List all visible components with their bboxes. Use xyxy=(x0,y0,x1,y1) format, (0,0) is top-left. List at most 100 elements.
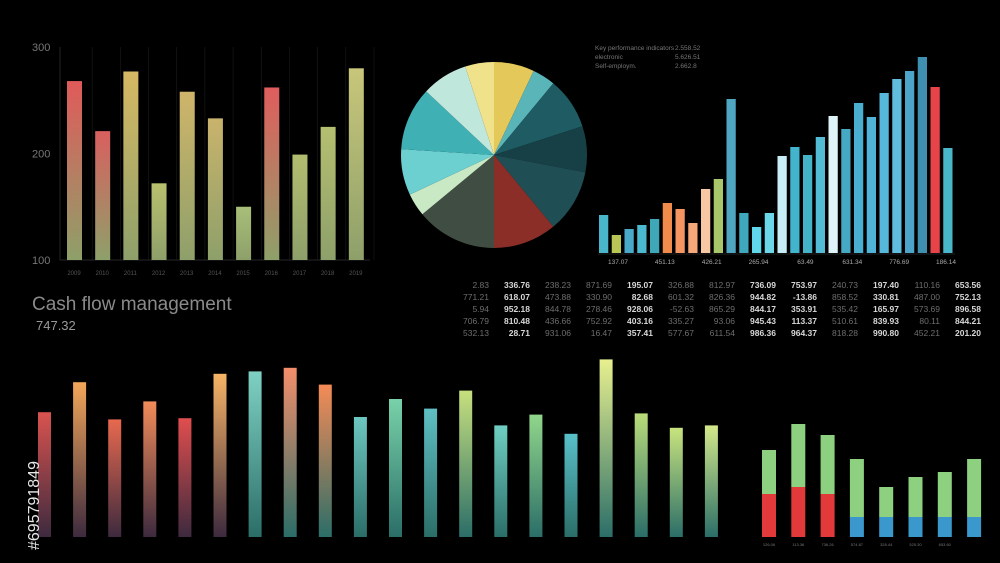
table-cell: 990.80 xyxy=(873,328,899,338)
table-cell: 573.69 xyxy=(914,304,940,314)
bar xyxy=(143,401,157,537)
x-tick-label: 451.13 xyxy=(655,259,675,266)
x-tick-label: 328.44 xyxy=(880,542,893,547)
bar xyxy=(675,209,685,253)
table-cell: 2.83 xyxy=(472,280,489,290)
table-cell: 110.16 xyxy=(914,280,940,290)
bar xyxy=(713,179,723,253)
pie-slice xyxy=(494,62,534,155)
stacked-bar-segment xyxy=(849,459,864,517)
table-cell: 945.43 xyxy=(750,316,776,326)
table-cell: 826.36 xyxy=(709,292,735,302)
table-cell: 601.32 xyxy=(668,292,694,302)
table-cell: 944.82 xyxy=(750,292,776,302)
bar xyxy=(726,99,736,253)
bar xyxy=(348,68,364,260)
bar xyxy=(854,103,864,253)
bar xyxy=(424,408,438,537)
table-cell: 818.28 xyxy=(832,328,858,338)
bar xyxy=(564,433,578,537)
bar xyxy=(650,219,660,253)
table-cell: 618.07 xyxy=(504,292,530,302)
table-cell: 532.13 xyxy=(463,328,489,338)
bar xyxy=(815,137,825,253)
x-tick-label: 265.94 xyxy=(749,259,769,266)
table-cell: 330.81 xyxy=(873,292,899,302)
table-cell: 865.29 xyxy=(709,304,735,314)
x-tick-label: 426.21 xyxy=(702,259,722,266)
table-cell: 335.27 xyxy=(668,316,694,326)
x-tick-label: 63.49 xyxy=(797,259,814,266)
stacked-bar-segment xyxy=(937,472,952,517)
table-cell: 82.68 xyxy=(631,292,653,302)
pie-slice xyxy=(494,83,583,155)
table-row: 5.94 952.18 844.78 278.46 928.06 -52.63 865.29… xyxy=(448,303,981,315)
table-cell: 931.06 xyxy=(545,328,571,338)
bar xyxy=(828,116,838,253)
bar xyxy=(320,126,336,260)
bar xyxy=(389,399,402,537)
table-cell: 964.37 xyxy=(791,328,817,338)
y-tick-label: 300 xyxy=(32,42,50,54)
pie-slice xyxy=(465,62,494,155)
bar xyxy=(803,155,813,253)
table-cell: 326.88 xyxy=(668,280,694,290)
table-cell: 812.97 xyxy=(709,280,735,290)
table-cell: -52.63 xyxy=(669,304,694,314)
bar xyxy=(151,183,167,260)
bar xyxy=(688,223,698,253)
pie-slice xyxy=(401,91,494,155)
bar xyxy=(213,373,227,537)
x-tick-label: 2018 xyxy=(321,271,335,277)
bar xyxy=(264,87,280,260)
bar xyxy=(879,93,889,253)
x-tick-label: 137.07 xyxy=(608,259,628,266)
table-cell: 871.69 xyxy=(586,280,612,290)
table-cell: 577.67 xyxy=(668,328,694,338)
bar xyxy=(637,225,647,253)
x-tick-label: 736.26 xyxy=(821,542,834,547)
bar xyxy=(248,371,262,537)
stacked-bar-segment xyxy=(791,487,806,537)
pie-slice xyxy=(409,155,494,215)
bar xyxy=(866,117,876,253)
bar xyxy=(459,390,473,537)
table-row: 2.83 336.76 238.23 871.69 195.07 326.88 812.97… xyxy=(448,279,981,291)
table-cell: 986.36 xyxy=(750,328,776,338)
x-tick-label: 2012 xyxy=(152,271,166,277)
table-cell: 753.97 xyxy=(791,280,817,290)
x-tick-label: 2016 xyxy=(265,271,279,277)
table-cell: 487.00 xyxy=(914,292,940,302)
table-cell: 706.79 xyxy=(463,316,489,326)
stacked-bar-segment xyxy=(791,424,806,487)
pie-slice xyxy=(494,155,554,248)
bar xyxy=(318,384,332,537)
x-tick-label: 653.60 xyxy=(939,542,952,547)
x-tick-label: 2014 xyxy=(208,271,222,277)
table-cell: 165.97 xyxy=(873,304,899,314)
stacked-bar-segment xyxy=(908,477,923,517)
table-cell: 844.21 xyxy=(955,316,981,326)
bar xyxy=(624,229,634,253)
pie-slice xyxy=(494,126,587,173)
pie-slice xyxy=(494,70,554,155)
stacked-bar-segment xyxy=(967,459,982,517)
bar xyxy=(292,154,308,260)
table-cell: 752.13 xyxy=(955,292,981,302)
bar xyxy=(943,148,953,253)
bar xyxy=(790,147,800,253)
table-cell: 839.93 xyxy=(873,316,899,326)
bar xyxy=(207,118,223,260)
bar xyxy=(905,71,915,253)
stacked-bar-segment xyxy=(908,517,923,537)
x-tick-label: 2011 xyxy=(124,271,138,277)
kpi-legend: Key performance indicators 2.558.52 elect… xyxy=(595,44,700,71)
chart-title: Cash flow management xyxy=(32,294,232,315)
pie-slice xyxy=(494,155,586,227)
x-tick-label: 126.06 xyxy=(763,542,776,547)
table-cell: 844.17 xyxy=(750,304,776,314)
table-cell: 278.46 xyxy=(586,304,612,314)
table-cell: -13.86 xyxy=(792,292,817,302)
x-tick-label: 631.34 xyxy=(842,259,862,266)
